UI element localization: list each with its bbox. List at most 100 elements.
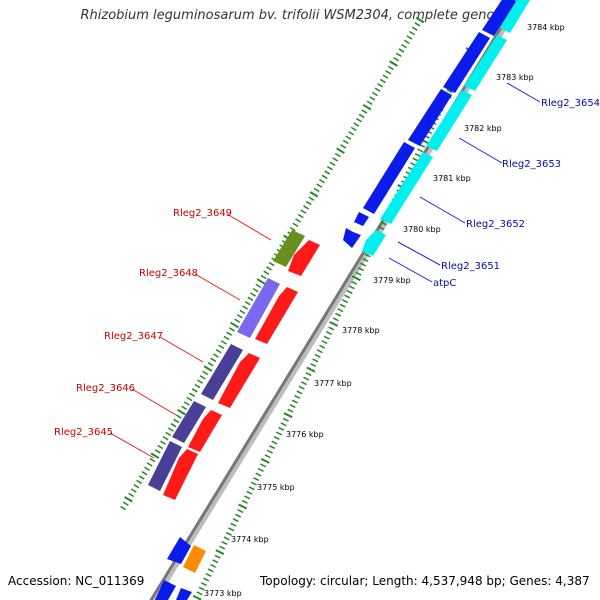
scale-label-3776: 3776 kbp (286, 430, 324, 439)
tick-mark (252, 287, 259, 293)
tick-mark (378, 226, 385, 231)
label-rleg2-3647[interactable]: Rleg2_3647 (104, 331, 163, 342)
feature-atpc[interactable] (362, 230, 386, 256)
feature-rleg2-3647-darkslate[interactable] (201, 344, 243, 400)
tick-mark (289, 404, 296, 409)
feature-rleg2-3649-red[interactable] (288, 240, 320, 276)
tick-mark (120, 505, 127, 511)
label-rleg2-3652[interactable]: Rleg2_3652 (466, 219, 525, 230)
feature-rleg2-3645-darkslate[interactable] (148, 441, 182, 491)
label-rleg2-3654[interactable]: Rleg2_3654 (541, 98, 600, 109)
tick-mark (244, 301, 251, 306)
scale-label-3775: 3775 kbp (257, 483, 295, 492)
feature-rleg2-3648-red[interactable] (255, 287, 298, 344)
tick-mark (219, 545, 226, 550)
tick-mark (334, 152, 341, 158)
label-rleg2-3651[interactable]: Rleg2_3651 (441, 261, 500, 272)
label-rleg2-3646[interactable]: Rleg2_3646 (76, 383, 135, 394)
tick-mark (342, 139, 349, 145)
feature-rleg2-3646-darkslate[interactable] (172, 401, 206, 443)
tick-mark (263, 270, 270, 275)
tick-mark (237, 509, 244, 514)
tick-mark (300, 381, 308, 386)
feature-cyan-mid[interactable] (426, 90, 472, 151)
tick-mark (230, 321, 239, 329)
tick-mark (415, 16, 425, 24)
tick-mark (196, 591, 203, 596)
label-rleg2-3648[interactable]: Rleg2_3648 (139, 268, 198, 279)
tick-mark (351, 275, 361, 282)
feature-rleg2-3652[interactable] (363, 142, 415, 214)
tick-mark (215, 549, 225, 556)
tick-mark (346, 289, 353, 294)
tick-marks-inner (120, 16, 425, 511)
tick-mark (409, 30, 416, 36)
scale-label-3783: 3783 kbp (496, 73, 534, 82)
feature-rleg2-3649-olive[interactable] (273, 230, 305, 267)
label-rleg2-3645[interactable]: Rleg2_3645 (54, 427, 113, 438)
feature-rleg2-3654[interactable] (443, 32, 490, 93)
tick-mark (387, 65, 394, 71)
tick-mark (175, 414, 182, 419)
tick-mark (350, 280, 358, 285)
tick-mark (362, 103, 372, 111)
tick-mark (379, 78, 386, 84)
tick-mark (280, 422, 287, 427)
scale-label-3782: 3782 kbp (464, 124, 502, 133)
feature-cyan-top[interactable] (500, 0, 530, 33)
tick-mark (337, 308, 344, 313)
tick-mark (183, 401, 190, 406)
feature-rleg2-3647-red[interactable] (218, 353, 260, 408)
tick-mark (157, 444, 164, 450)
tick-mark (345, 135, 352, 140)
tick-mark (203, 577, 210, 582)
tick-mark (298, 385, 305, 390)
tick-mark (336, 147, 345, 154)
tick-mark (278, 426, 285, 431)
label-rleg2-3649[interactable]: Rleg2_3649 (173, 208, 232, 219)
tick-mark (146, 462, 153, 467)
tick-mark (149, 457, 156, 463)
tick-mark (133, 484, 140, 489)
feature-lower-blue-1[interactable] (167, 537, 191, 564)
feature-blue-arrow-1[interactable] (343, 228, 361, 248)
label-atpc[interactable]: atpC (433, 278, 456, 289)
tick-mark (287, 408, 294, 413)
tick-mark (210, 357, 217, 363)
tick-mark (412, 157, 419, 162)
scale-label-3774: 3774 kbp (231, 535, 269, 544)
tick-mark (324, 170, 331, 175)
tick-mark (446, 89, 453, 94)
tick-mark (255, 472, 262, 477)
tick-mark (214, 554, 221, 559)
tick-mark (389, 60, 398, 67)
reverse-strand-features (148, 230, 320, 600)
feature-rleg2-3645-red[interactable] (163, 449, 198, 500)
tick-mark (212, 559, 219, 564)
tick-mark (326, 165, 333, 171)
tick-mark (411, 26, 418, 31)
tick-mark (256, 278, 266, 285)
tick-mark (382, 74, 389, 79)
tick-mark (170, 423, 177, 428)
tick-mark (316, 349, 323, 354)
tick-mark (177, 408, 186, 416)
tick-mark (282, 417, 289, 422)
feature-rleg2-3653[interactable] (408, 89, 452, 146)
feature-rleg2-3651[interactable] (380, 152, 433, 224)
tick-mark (357, 267, 364, 272)
feature-lower-orange[interactable] (183, 545, 206, 573)
feature-blue-small[interactable] (354, 212, 369, 226)
feature-rleg2-3646-red[interactable] (188, 410, 222, 452)
feature-lower-blue-3[interactable] (176, 588, 192, 600)
feature-rleg2-3648-lightslate[interactable] (237, 278, 280, 338)
feature-cyan-upper[interactable] (464, 35, 507, 91)
tick-mark (235, 513, 242, 518)
feature-blue-top[interactable] (482, 0, 516, 36)
tick-mark (264, 454, 271, 459)
topology-summary: Topology: circular; Length: 4,537,948 bp… (260, 574, 590, 588)
label-rleg2-3653[interactable]: Rleg2_3653 (502, 159, 561, 170)
feature-lower-blue-2[interactable] (155, 580, 176, 600)
